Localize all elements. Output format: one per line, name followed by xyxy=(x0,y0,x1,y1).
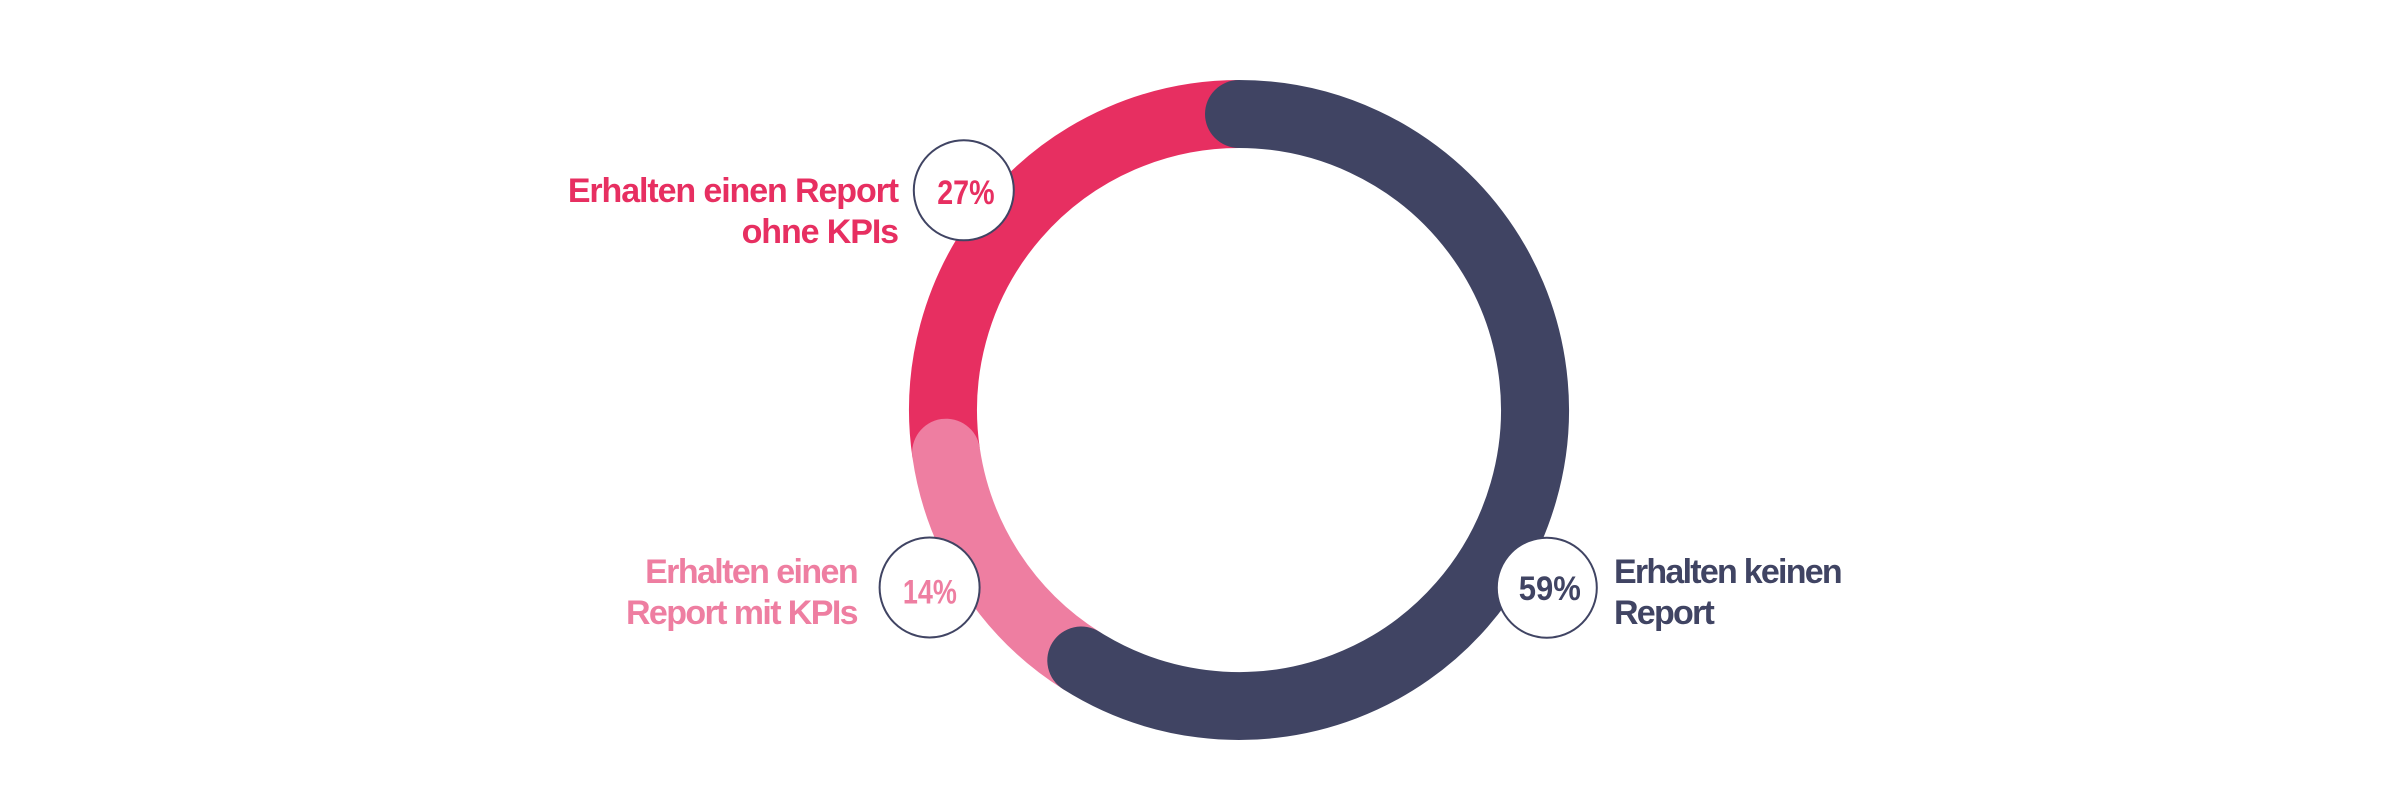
svg-text:59%: 59% xyxy=(1519,570,1581,608)
svg-text:27%: 27% xyxy=(937,174,994,212)
svg-text:14%: 14% xyxy=(903,574,957,612)
